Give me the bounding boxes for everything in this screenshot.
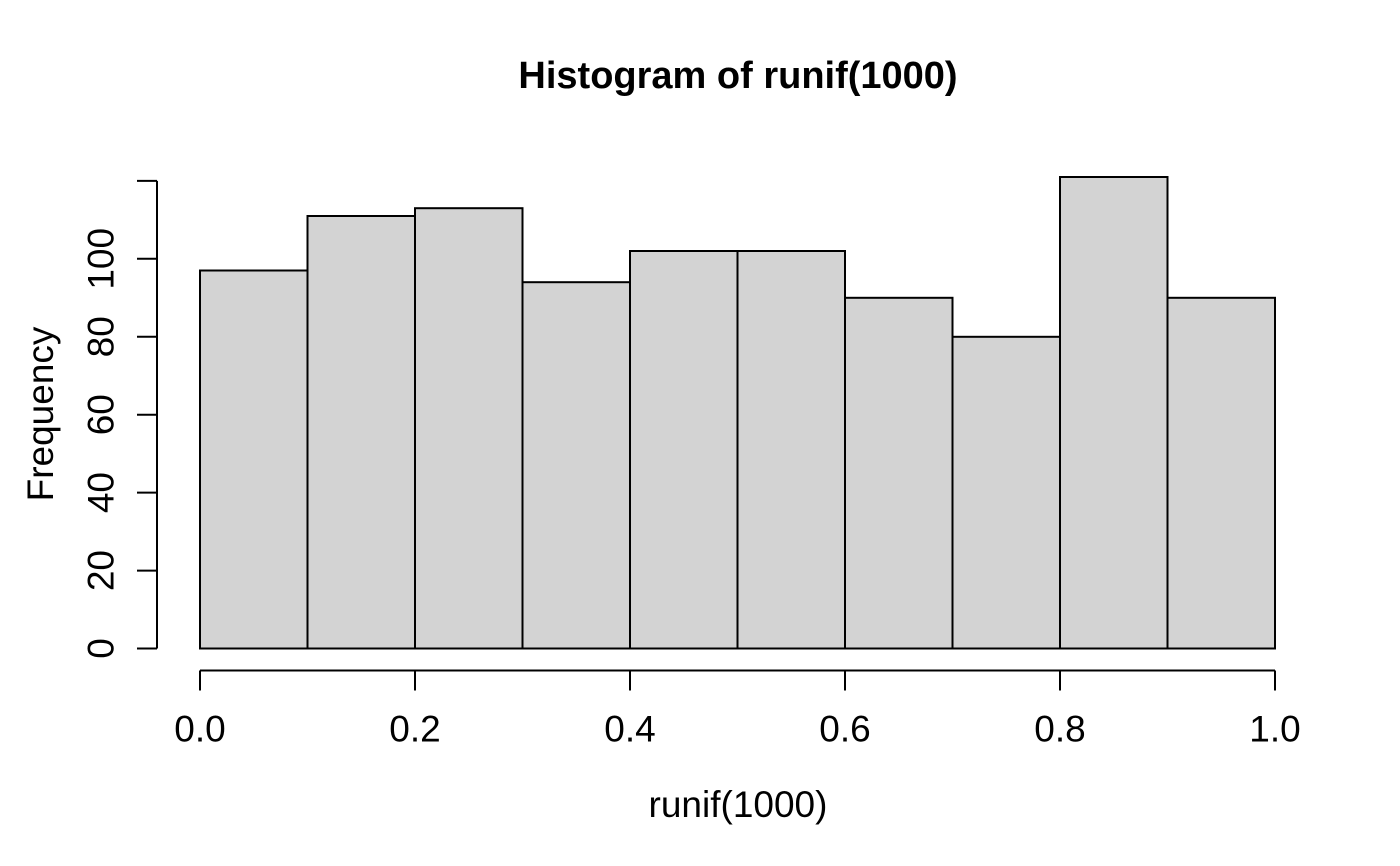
y-tick-label-60: 60 bbox=[81, 394, 122, 435]
histogram-bar-9 bbox=[1166, 296, 1276, 650]
histogram-bar-4 bbox=[629, 250, 739, 650]
x-tick-label-0.0: 0.0 bbox=[174, 709, 225, 750]
y-tick-label-40: 40 bbox=[81, 472, 122, 513]
histogram-bar-6 bbox=[844, 296, 954, 650]
histogram-bar-2 bbox=[414, 207, 524, 650]
x-tick-label-1.0: 1.0 bbox=[1249, 709, 1300, 750]
y-tick-label-0: 0 bbox=[81, 638, 122, 659]
histogram-bar-1 bbox=[306, 215, 416, 650]
x-tick-label-0.6: 0.6 bbox=[819, 709, 870, 750]
x-tick-label-0.2: 0.2 bbox=[389, 709, 440, 750]
x-tick-label-0.8: 0.8 bbox=[1034, 709, 1085, 750]
chart-title: Histogram of runif(1000) bbox=[518, 55, 958, 97]
y-tick-label-80: 80 bbox=[81, 316, 122, 357]
histogram-bar-5 bbox=[736, 250, 846, 650]
x-tick-label-0.4: 0.4 bbox=[604, 709, 655, 750]
histogram-bar-0 bbox=[199, 269, 309, 650]
histogram-bar-3 bbox=[521, 281, 631, 650]
histogram-bar-8 bbox=[1059, 176, 1169, 650]
histogram-bar-7 bbox=[951, 335, 1061, 650]
y-tick-label-20: 20 bbox=[81, 550, 122, 591]
x-axis-label: runif(1000) bbox=[648, 784, 828, 825]
y-tick-label-100: 100 bbox=[81, 228, 122, 290]
